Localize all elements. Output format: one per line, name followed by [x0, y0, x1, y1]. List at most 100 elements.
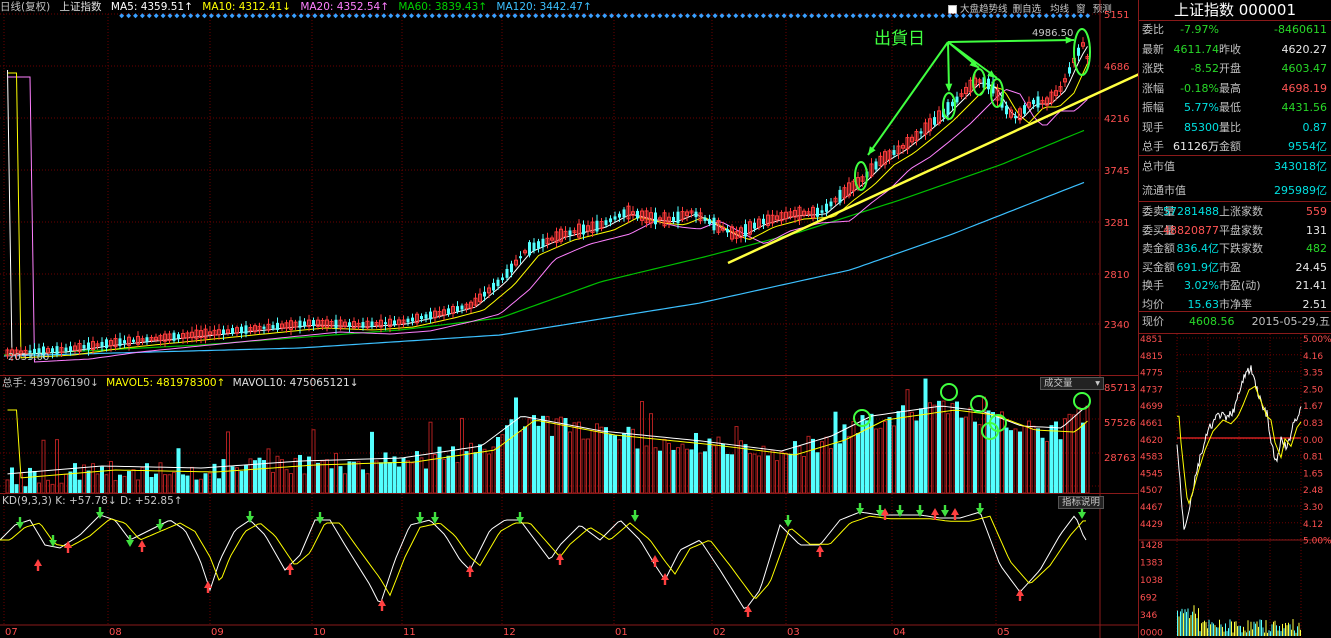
mini-volume-bar — [1291, 629, 1292, 636]
candle-up — [1027, 101, 1031, 108]
high-price-label: 4986.50 — [1032, 28, 1073, 39]
candle-up — [257, 325, 262, 331]
candle-up — [127, 336, 131, 346]
volume-bar — [410, 462, 415, 494]
avg-button[interactable]: 均线 — [1050, 4, 1070, 15]
mini-volume-bar — [1285, 622, 1286, 636]
trend-checkbox-icon[interactable] — [948, 5, 957, 14]
quote-value: -0.18% — [1180, 81, 1219, 95]
candle-down — [496, 279, 500, 287]
volume-bar — [770, 449, 775, 494]
window-button[interactable]: 窗 — [1076, 4, 1086, 15]
volume-bar — [131, 469, 136, 494]
kd-buy-arrow — [951, 508, 959, 515]
candle-up — [739, 227, 743, 239]
volume-bar — [577, 421, 581, 494]
candle-up — [559, 228, 563, 242]
predict-button[interactable]: 预测 — [1092, 4, 1112, 15]
candle-up — [937, 110, 941, 124]
mini-volume-bar — [1199, 631, 1201, 636]
volume-bar — [847, 435, 851, 494]
mini-left-tick: 4737 — [1140, 385, 1163, 395]
volume-bar — [635, 448, 640, 494]
candle-up — [437, 311, 442, 316]
volume-bar — [329, 468, 334, 494]
candle-down — [172, 332, 176, 341]
mini-volume-bar — [1289, 624, 1291, 636]
volume-bar — [541, 415, 545, 494]
chart-canvas[interactable]: 5151 4686 4216 3745 3281 2810 2340 85713 57526 2… — [0, 0, 1138, 638]
mini-left-tick: 4661 — [1140, 419, 1163, 429]
float-cap-value: 295989亿 — [1274, 184, 1327, 197]
candle-up — [896, 145, 901, 155]
candle-up — [901, 144, 905, 149]
mini-right-tick: 4.12 — [1303, 520, 1323, 530]
volume-bar — [514, 397, 518, 494]
candle-up — [356, 322, 361, 327]
quote-row: 均价 15.63 市净率 2.51 — [1139, 295, 1331, 314]
volume-bar — [383, 452, 388, 494]
candle-up — [248, 326, 253, 332]
volume-bar — [343, 473, 347, 494]
ma10-line — [7, 63, 1088, 359]
mini-left-tick: 4699 — [1140, 402, 1163, 412]
quote-label: 昨收 — [1219, 42, 1241, 56]
candle-down — [636, 210, 639, 219]
candle-up — [514, 259, 518, 266]
volume-bar — [856, 433, 860, 494]
volume-bar — [482, 448, 487, 494]
candle-up — [851, 180, 856, 192]
volume-bar — [757, 455, 761, 494]
trend-button[interactable]: 大盘趋势线 — [960, 4, 1008, 15]
quote-label: 涨幅 — [1142, 81, 1164, 95]
kd-buy-arrow — [881, 508, 889, 515]
volume-bar — [604, 427, 608, 494]
candle-up — [757, 218, 761, 228]
volume-bar — [50, 483, 55, 494]
kd-values: KD(9,3,3) K: +57.78↓ D: +52.85↑ — [2, 495, 183, 507]
candle-up — [995, 89, 1000, 101]
mini-volume-bar — [1253, 621, 1255, 636]
volume-indicator-dropdown[interactable]: 成交量 ▾ — [1040, 377, 1104, 390]
mini-volume-bar — [1216, 627, 1217, 636]
indicator-help-button[interactable]: 指标说明 — [1058, 496, 1105, 509]
quote-value: 24.45 — [1295, 260, 1328, 274]
candle-down — [946, 102, 950, 115]
mini-volume-bar — [1186, 611, 1187, 636]
mini-volume-bar — [1187, 608, 1189, 636]
volume-bar — [194, 479, 199, 494]
candle-down — [334, 319, 338, 329]
kd-sell-arrow — [631, 515, 639, 522]
candle-down — [654, 212, 657, 225]
intraday-mini-chart[interactable]: 4851 4815 4775 4737 4699 4661 4620 4583 4545 4507… — [1139, 334, 1331, 638]
candle-down — [816, 207, 819, 217]
volume-bar — [320, 460, 325, 494]
volume-bar — [730, 454, 734, 494]
mini-volume-bar — [1292, 619, 1294, 636]
quote-label: 换手 — [1142, 279, 1164, 292]
month-tick: 03 — [787, 627, 800, 638]
candle-up — [644, 210, 649, 224]
candle-up — [658, 217, 662, 221]
candle-up — [14, 349, 19, 356]
intraday-price-line — [1176, 365, 1302, 530]
chart-mode[interactable]: 日线(复权) — [0, 1, 51, 13]
watch-button[interactable]: 删自选 — [1012, 4, 1042, 15]
volume-bar — [599, 426, 604, 494]
candle-down — [55, 346, 59, 355]
volume-bar — [82, 464, 86, 494]
volume-bar — [235, 467, 239, 494]
volume-bar — [523, 426, 527, 494]
volume-bar — [766, 455, 770, 494]
quote-value: 85300 — [1184, 120, 1219, 134]
ma-header: 日线(复权) 上证指数 MA5: 4359.51↑ MA10: 4312.41↓… — [0, 0, 1138, 14]
mini-volume-bar — [1249, 630, 1250, 636]
month-tick: 10 — [313, 627, 326, 638]
candle-up — [1040, 99, 1045, 105]
kd-buy-arrow — [64, 541, 72, 548]
volume-bar — [433, 454, 437, 494]
volume-bar — [1058, 439, 1063, 494]
candle-up — [23, 349, 28, 354]
volume-bar — [113, 480, 118, 494]
volume-bar — [968, 407, 973, 494]
